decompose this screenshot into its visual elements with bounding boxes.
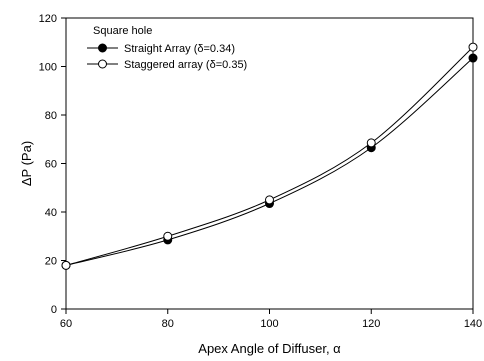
data-point [367, 139, 375, 147]
legend-label-staggered: Staggered array (δ=0.35) [124, 59, 247, 71]
y-tick-label: 120 [39, 13, 57, 25]
data-point [62, 261, 70, 269]
x-axis: 60 80 100 120 140 [60, 309, 482, 330]
y-tick-label: 100 [39, 62, 57, 74]
y-tick-label: 60 [45, 159, 57, 171]
series-line-1 [66, 47, 473, 265]
y-tick-label: 80 [45, 110, 57, 122]
data-point [469, 43, 477, 51]
y-axis: 0 20 40 60 80 100 120 [39, 13, 66, 316]
data-point [266, 196, 274, 204]
x-tick-label: 120 [362, 318, 380, 330]
series-line-0 [66, 58, 473, 265]
series-layer [62, 43, 477, 269]
legend-marker-straight [99, 44, 107, 52]
data-point [469, 54, 477, 62]
x-axis-title: Apex Angle of Diffuser, α [198, 341, 341, 356]
y-tick-label: 40 [45, 207, 57, 219]
legend: Square hole Straight Array (δ=0.34) Stag… [87, 25, 247, 71]
x-tick-label: 100 [260, 318, 278, 330]
x-tick-label: 80 [162, 318, 174, 330]
legend-marker-staggered [99, 60, 107, 68]
y-tick-label: 20 [45, 256, 57, 268]
y-axis-title: ΔP (Pa) [19, 141, 34, 186]
x-tick-label: 140 [464, 318, 482, 330]
data-point [164, 232, 172, 240]
y-tick-label: 0 [51, 304, 57, 316]
x-tick-label: 60 [60, 318, 72, 330]
legend-title: Square hole [93, 25, 152, 37]
legend-label-straight: Straight Array (δ=0.34) [124, 43, 235, 55]
